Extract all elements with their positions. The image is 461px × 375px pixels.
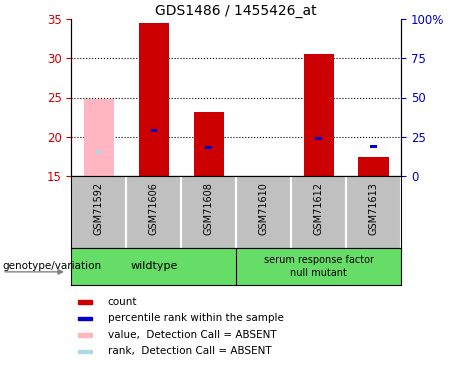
Text: percentile rank within the sample: percentile rank within the sample xyxy=(108,314,284,324)
Text: GSM71608: GSM71608 xyxy=(204,182,214,235)
Text: rank,  Detection Call = ABSENT: rank, Detection Call = ABSENT xyxy=(108,346,272,357)
Bar xyxy=(95,151,102,154)
Bar xyxy=(194,112,224,176)
Text: wildtype: wildtype xyxy=(130,261,177,271)
Text: GSM71610: GSM71610 xyxy=(259,182,269,235)
Bar xyxy=(84,99,114,176)
Bar xyxy=(370,145,377,148)
Text: GSM71612: GSM71612 xyxy=(313,182,324,235)
Bar xyxy=(139,22,169,176)
Bar xyxy=(151,129,157,132)
Bar xyxy=(78,350,92,353)
Bar xyxy=(303,54,334,176)
Bar xyxy=(315,137,322,140)
Bar xyxy=(78,300,92,304)
Bar xyxy=(78,317,92,320)
Title: GDS1486 / 1455426_at: GDS1486 / 1455426_at xyxy=(155,4,317,18)
Text: serum response factor
null mutant: serum response factor null mutant xyxy=(264,255,374,278)
Text: GSM71613: GSM71613 xyxy=(369,182,378,235)
Bar xyxy=(359,157,389,176)
Text: genotype/variation: genotype/variation xyxy=(2,261,101,271)
Text: count: count xyxy=(108,297,137,307)
Text: GSM71606: GSM71606 xyxy=(149,182,159,235)
Text: value,  Detection Call = ABSENT: value, Detection Call = ABSENT xyxy=(108,330,276,340)
Bar xyxy=(206,146,212,149)
Text: GSM71592: GSM71592 xyxy=(94,182,104,235)
Bar xyxy=(78,333,92,337)
